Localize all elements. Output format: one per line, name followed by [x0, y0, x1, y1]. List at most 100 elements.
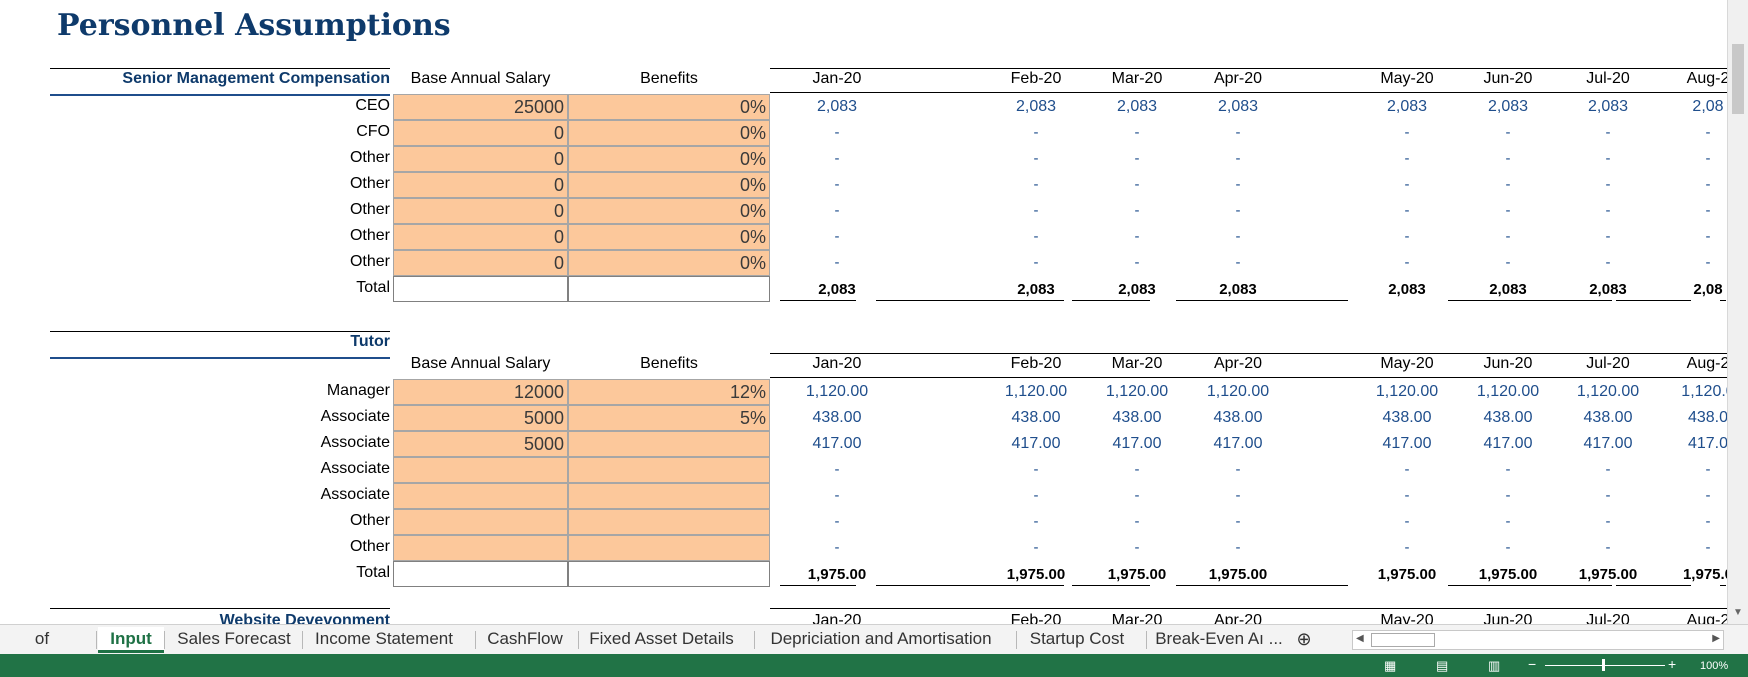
tutor-month-value: 438.00 — [1112, 409, 1162, 426]
sheet-tab[interactable]: Startup Cost — [1029, 629, 1125, 648]
tutor-benefits-input[interactable] — [568, 535, 770, 561]
senior-month-value: - — [1033, 228, 1039, 245]
tutor-month-value: - — [1505, 539, 1511, 556]
tutor-month-value: 417.00 — [1213, 435, 1263, 452]
tutor-benefits-input[interactable] — [568, 483, 770, 509]
senior-total-benefits-cell[interactable] — [568, 276, 770, 302]
zoom-out-icon[interactable]: − — [1528, 656, 1537, 672]
senior-month-value: - — [1705, 176, 1711, 193]
tutor-benefits-input[interactable]: 5% — [568, 405, 770, 431]
tutor-row-label: Other — [349, 512, 390, 529]
sheet-tab[interactable]: Input — [98, 627, 164, 653]
scroll-left-arrow-icon[interactable]: ◀ — [1356, 633, 1364, 644]
tutor-month-value: 1,120.00 — [805, 383, 869, 400]
zoom-slider[interactable] — [1545, 665, 1665, 666]
sheet-tab[interactable]: Depriciation and Amortisation — [770, 629, 992, 648]
senior-month-value: - — [1505, 202, 1511, 219]
senior-benefits-input[interactable]: 0% — [568, 120, 770, 146]
tutor-total-benefits-cell[interactable] — [568, 561, 770, 587]
sheet-tab[interactable]: of Contents — [8, 629, 76, 655]
sheet-tab[interactable]: Income Statement — [315, 629, 453, 648]
tutor-salary-input[interactable]: 5000 — [393, 405, 568, 431]
tutor-month-value: - — [1235, 487, 1241, 504]
senior-total-underline — [876, 300, 1064, 301]
tutor-total-salary-cell[interactable] — [393, 561, 568, 587]
tutor-salary-input[interactable]: 12000 — [393, 379, 568, 405]
tutor-month-value: - — [1134, 513, 1140, 530]
senior-month-value: 2,08 — [1692, 98, 1724, 115]
tutor-benefits-input[interactable] — [568, 457, 770, 483]
tutor-salary-input[interactable] — [393, 535, 568, 561]
senior-salary-input[interactable]: 0 — [393, 120, 568, 146]
senior-row-label: Other — [349, 201, 390, 218]
senior-salary-input[interactable]: 25000 — [393, 94, 568, 120]
zoom-in-icon[interactable]: + — [1668, 656, 1677, 672]
tutor-month-value: 438.00 — [1011, 409, 1061, 426]
senior-salary-input[interactable]: 0 — [393, 198, 568, 224]
sheet-tab[interactable]: Sales Forecast — [177, 629, 291, 648]
tutor-row-label: Associate — [320, 434, 390, 451]
senior-month-value: - — [1033, 124, 1039, 141]
tutor-salary-input[interactable] — [393, 483, 568, 509]
senior-title-underline — [50, 94, 390, 96]
senior-salary-input[interactable]: 0 — [393, 224, 568, 250]
senior-total-underline — [1720, 300, 1726, 301]
senior-month-value: - — [1505, 150, 1511, 167]
tutor-months-bottomline — [770, 377, 1728, 378]
senior-benefits-input[interactable]: 0% — [568, 172, 770, 198]
tutor-total-underline — [1616, 585, 1691, 586]
senior-total-salary-cell[interactable] — [393, 276, 568, 302]
sheet-tab[interactable]: Fixed Asset Details — [589, 629, 734, 648]
spreadsheet-grid[interactable]: Personnel Assumptions Senior Management … — [0, 0, 1748, 624]
tutor-benefits-input[interactable] — [568, 509, 770, 535]
normal-view-icon[interactable]: ▦ — [1384, 658, 1397, 673]
website-header-month: Jun-20 — [1483, 612, 1533, 624]
senior-months-topline — [770, 68, 1728, 69]
tutor-benefits-input[interactable] — [568, 431, 770, 457]
senior-benefits-input[interactable]: 0% — [568, 250, 770, 276]
senior-salary-input[interactable]: 0 — [393, 172, 568, 198]
senior-salary-input[interactable]: 0 — [393, 250, 568, 276]
tutor-salary-input[interactable] — [393, 457, 568, 483]
sheet-tab[interactable]: CashFlow — [487, 629, 563, 648]
senior-benefits-input[interactable]: 0% — [568, 224, 770, 250]
website-header-month: Mar-20 — [1111, 612, 1163, 624]
tutor-salary-input[interactable] — [393, 509, 568, 535]
page-layout-icon[interactable]: ▤ — [1436, 658, 1449, 673]
vertical-scrollbar[interactable]: ▼ — [1727, 0, 1748, 624]
tutor-header-month: Jun-20 — [1483, 355, 1533, 372]
tutor-header-month: May-20 — [1380, 355, 1434, 372]
tutor-month-value: - — [1134, 461, 1140, 478]
senior-month-value: 2,083 — [1587, 98, 1629, 115]
tutor-row-label: Associate — [320, 460, 390, 477]
zoom-level[interactable]: 100% — [1700, 660, 1729, 672]
scrollbar-thumb[interactable] — [1732, 44, 1744, 114]
senior-benefits-input[interactable]: 0% — [568, 146, 770, 172]
tutor-benefits-input[interactable]: 12% — [568, 379, 770, 405]
senior-benefits-input[interactable]: 0% — [568, 198, 770, 224]
scroll-right-arrow-icon[interactable]: ▶ — [1712, 633, 1720, 644]
zoom-slider-handle[interactable] — [1602, 659, 1605, 671]
horizontal-scrollbar[interactable]: ◀ ▶ — [1352, 630, 1724, 650]
tutor-salary-input[interactable]: 5000 — [393, 431, 568, 457]
tutor-header-month: Feb-20 — [1010, 355, 1062, 372]
tutor-month-value: 438.0 — [1687, 409, 1729, 426]
website-months-topline — [770, 608, 1728, 609]
tutor-month-value: - — [1404, 461, 1410, 478]
tutor-month-value: 417.00 — [1483, 435, 1533, 452]
tutor-month-value: 1,120.00 — [1576, 383, 1640, 400]
scroll-down-arrow-icon[interactable]: ▼ — [1733, 607, 1743, 618]
senior-salary-input[interactable]: 0 — [393, 146, 568, 172]
tutor-months-topline — [770, 353, 1728, 354]
tutor-month-value: - — [1404, 513, 1410, 530]
scrollbar-thumb[interactable] — [1371, 633, 1435, 647]
senior-benefits-input[interactable]: 0% — [568, 94, 770, 120]
tutor-month-value: 1,120.00 — [1105, 383, 1169, 400]
senior-month-total: 2,083 — [1118, 281, 1156, 298]
tutor-month-value: - — [1033, 539, 1039, 556]
tutor-total-label: Total — [356, 564, 390, 581]
page-break-preview-icon[interactable]: ▥ — [1488, 658, 1501, 673]
sheet-tab[interactable]: Break-Even Aı ... — [1155, 629, 1283, 648]
add-sheet-icon[interactable]: ⊕ — [1296, 629, 1312, 649]
tutor-month-value: - — [1705, 539, 1711, 556]
